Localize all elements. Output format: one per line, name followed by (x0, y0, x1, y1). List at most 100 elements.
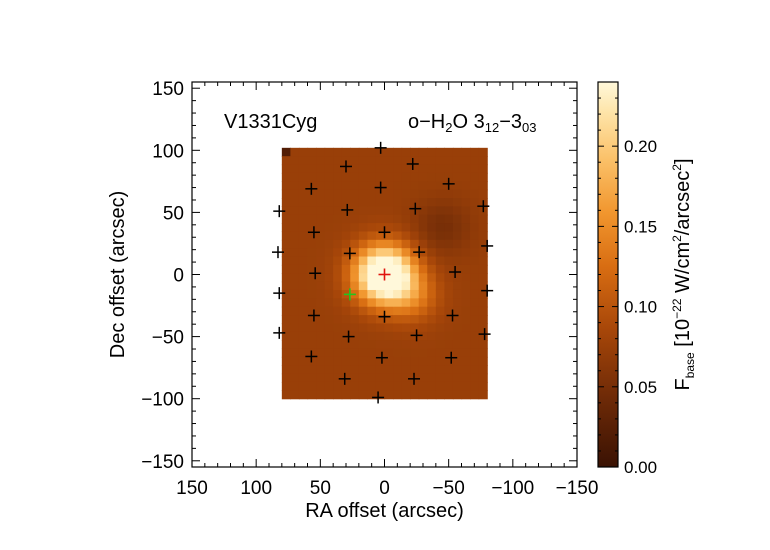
heatmap-cell (461, 198, 471, 207)
heatmap-cell (367, 239, 377, 249)
y-tick-label: 50 (163, 203, 184, 224)
heatmap-cell (281, 323, 291, 333)
heatmap-cell (384, 340, 394, 350)
heatmap-cell (427, 348, 437, 358)
heatmap-cell (316, 340, 326, 350)
colorbar-tick-label: 0.15 (624, 217, 657, 236)
heatmap-cell (298, 164, 309, 174)
heatmap-cell (307, 198, 317, 207)
heatmap-cell (333, 172, 343, 182)
heatmap-cell (281, 231, 291, 241)
heatmap-cell (452, 273, 463, 283)
heatmap-cell (350, 231, 360, 241)
heatmap-cell (358, 223, 368, 233)
heatmap-cell (401, 256, 411, 266)
heatmap-cell (418, 239, 428, 249)
heatmap-cell (333, 348, 343, 358)
heatmap-cell (375, 331, 386, 341)
heatmap-cell (444, 164, 454, 174)
heatmap-cell (444, 298, 454, 308)
heatmap-cell (401, 172, 411, 182)
heatmap-cell (444, 373, 454, 383)
heatmap-cell (350, 348, 360, 358)
heatmap-cell (478, 156, 488, 166)
heatmap-cell (470, 390, 480, 400)
heatmap-cell (375, 248, 386, 258)
heatmap-cell (461, 164, 471, 174)
heatmap-cell (367, 189, 377, 199)
heatmap-cell (461, 231, 471, 241)
heatmap-cell (435, 198, 445, 207)
heatmap-cell (410, 172, 420, 182)
colorbar-tick-label: 0.00 (624, 458, 657, 477)
heatmap-cell (358, 214, 368, 224)
heatmap-cell (341, 306, 351, 316)
heatmap-cell (478, 348, 488, 358)
heatmap-cell (290, 147, 300, 157)
heatmap-cell (358, 206, 368, 216)
heatmap-cell (367, 356, 377, 366)
heatmap-cell (375, 390, 386, 400)
heatmap-cell (427, 256, 437, 266)
heatmap-cell (470, 248, 480, 258)
heatmap-cell (316, 390, 326, 400)
heatmap-cell (298, 281, 309, 291)
heatmap-cell (478, 365, 488, 375)
heatmap-cell (324, 340, 334, 350)
colorbar-tick-label: 0.10 (624, 298, 657, 317)
source-name: V1331Cyg (224, 111, 317, 133)
spaxel-marker (478, 328, 491, 341)
heatmap-cell (461, 281, 471, 291)
heatmap-cell (316, 331, 326, 341)
heatmap-cell (452, 147, 463, 157)
heatmap-cell (316, 223, 326, 233)
heatmap-cell (333, 273, 343, 283)
heatmap-cell (281, 256, 291, 266)
heatmap-cell (452, 365, 463, 375)
heatmap-cell (298, 381, 309, 391)
heatmap-cell (401, 189, 411, 199)
heatmap-cell (470, 164, 480, 174)
heatmap-cell (461, 172, 471, 182)
heatmap-cell (384, 264, 394, 274)
heatmap-cell (401, 198, 411, 207)
heatmap-cell (384, 156, 394, 166)
heatmap-cell (367, 281, 377, 291)
heatmap-cell (444, 306, 454, 316)
y-tick-label: −150 (141, 452, 184, 473)
heatmap-cell (307, 248, 317, 258)
spaxel-marker (374, 141, 387, 154)
heatmap-cell (358, 315, 368, 325)
heatmap-cell (333, 181, 343, 191)
heatmap-cell (324, 390, 334, 400)
heatmap-cell (316, 214, 326, 224)
heatmap-cell (307, 323, 317, 333)
heatmap-cell (375, 281, 386, 291)
heatmap-cell (461, 323, 471, 333)
heatmap-cell (324, 331, 334, 341)
heatmap-cell (427, 281, 437, 291)
heatmap-cell (393, 164, 403, 174)
heatmap-cell (316, 373, 326, 383)
heatmap-cell (401, 164, 411, 174)
heatmap-cell (316, 289, 326, 299)
heatmap-cell (410, 315, 420, 325)
heatmap-cell (333, 231, 343, 241)
heatmap-cell (444, 214, 454, 224)
heatmap-cell (367, 331, 377, 341)
heatmap-cell (393, 239, 403, 249)
heatmap-cell (281, 198, 291, 207)
heatmap-cell (375, 164, 386, 174)
source-position-marker (343, 288, 356, 301)
spaxel-marker (374, 181, 387, 194)
heatmap-cell (375, 189, 386, 199)
heatmap-cell (384, 331, 394, 341)
heatmap-cell (358, 289, 368, 299)
heatmap-cell (375, 289, 386, 299)
heatmap-cell (367, 306, 377, 316)
colorbar-tick-label: 0.20 (624, 137, 657, 156)
heatmap-cell (452, 289, 463, 299)
heatmap-cell (324, 206, 334, 216)
heatmap-cell (452, 231, 463, 241)
